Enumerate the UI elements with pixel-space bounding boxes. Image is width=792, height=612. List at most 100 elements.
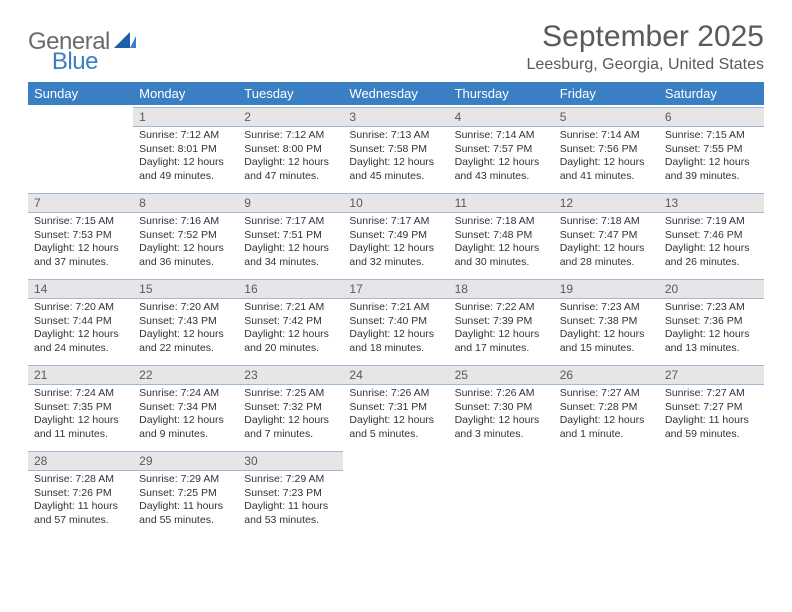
- day-info: Sunrise: 7:29 AMSunset: 7:25 PMDaylight:…: [137, 473, 234, 528]
- day-number: 17: [343, 279, 448, 299]
- calendar-cell: 20Sunrise: 7:23 AMSunset: 7:36 PMDayligh…: [659, 277, 764, 363]
- day-number: 10: [343, 193, 448, 213]
- calendar-cell: [28, 105, 133, 191]
- calendar-cell: 16Sunrise: 7:21 AMSunset: 7:42 PMDayligh…: [238, 277, 343, 363]
- calendar-cell: 27Sunrise: 7:27 AMSunset: 7:27 PMDayligh…: [659, 363, 764, 449]
- weekday-header: Saturday: [659, 82, 764, 105]
- calendar-cell: 8Sunrise: 7:16 AMSunset: 7:52 PMDaylight…: [133, 191, 238, 277]
- day-info: Sunrise: 7:25 AMSunset: 7:32 PMDaylight:…: [242, 387, 339, 442]
- calendar-cell: 1Sunrise: 7:12 AMSunset: 8:01 PMDaylight…: [133, 105, 238, 191]
- day-number: 19: [554, 279, 659, 299]
- calendar-week-row: 28Sunrise: 7:28 AMSunset: 7:26 PMDayligh…: [28, 449, 764, 535]
- calendar-cell: 12Sunrise: 7:18 AMSunset: 7:47 PMDayligh…: [554, 191, 659, 277]
- day-number: 14: [28, 279, 133, 299]
- day-number: 15: [133, 279, 238, 299]
- day-number: 13: [659, 193, 764, 213]
- day-info: Sunrise: 7:26 AMSunset: 7:30 PMDaylight:…: [453, 387, 550, 442]
- calendar-cell: 4Sunrise: 7:14 AMSunset: 7:57 PMDaylight…: [449, 105, 554, 191]
- calendar-cell: 19Sunrise: 7:23 AMSunset: 7:38 PMDayligh…: [554, 277, 659, 363]
- day-info: Sunrise: 7:13 AMSunset: 7:58 PMDaylight:…: [347, 129, 444, 184]
- weekday-header: Tuesday: [238, 82, 343, 105]
- day-info: Sunrise: 7:28 AMSunset: 7:26 PMDaylight:…: [32, 473, 129, 528]
- calendar-cell: 25Sunrise: 7:26 AMSunset: 7:30 PMDayligh…: [449, 363, 554, 449]
- day-number: 25: [449, 365, 554, 385]
- day-number: 26: [554, 365, 659, 385]
- day-number: 27: [659, 365, 764, 385]
- day-info: Sunrise: 7:23 AMSunset: 7:36 PMDaylight:…: [663, 301, 760, 356]
- weekday-header: Monday: [133, 82, 238, 105]
- day-info: Sunrise: 7:21 AMSunset: 7:40 PMDaylight:…: [347, 301, 444, 356]
- calendar-cell: 5Sunrise: 7:14 AMSunset: 7:56 PMDaylight…: [554, 105, 659, 191]
- day-number: 5: [554, 107, 659, 127]
- day-number: 24: [343, 365, 448, 385]
- calendar-cell: [659, 449, 764, 535]
- day-info: Sunrise: 7:27 AMSunset: 7:27 PMDaylight:…: [663, 387, 760, 442]
- calendar-cell: 22Sunrise: 7:24 AMSunset: 7:34 PMDayligh…: [133, 363, 238, 449]
- calendar-cell: [554, 449, 659, 535]
- day-number: 21: [28, 365, 133, 385]
- calendar-cell: 3Sunrise: 7:13 AMSunset: 7:58 PMDaylight…: [343, 105, 448, 191]
- day-info: Sunrise: 7:18 AMSunset: 7:48 PMDaylight:…: [453, 215, 550, 270]
- logo-text-blue: Blue: [52, 48, 98, 75]
- day-number: 20: [659, 279, 764, 299]
- day-info: Sunrise: 7:15 AMSunset: 7:55 PMDaylight:…: [663, 129, 760, 184]
- day-number: 7: [28, 193, 133, 213]
- calendar-cell: 24Sunrise: 7:26 AMSunset: 7:31 PMDayligh…: [343, 363, 448, 449]
- day-number: 28: [28, 451, 133, 471]
- calendar-cell: 21Sunrise: 7:24 AMSunset: 7:35 PMDayligh…: [28, 363, 133, 449]
- calendar-page: General Blue September 2025 Leesburg, Ge…: [0, 0, 792, 555]
- weekday-header: Friday: [554, 82, 659, 105]
- day-info: Sunrise: 7:16 AMSunset: 7:52 PMDaylight:…: [137, 215, 234, 270]
- day-number: 16: [238, 279, 343, 299]
- calendar-cell: 13Sunrise: 7:19 AMSunset: 7:46 PMDayligh…: [659, 191, 764, 277]
- day-number: 4: [449, 107, 554, 127]
- calendar-cell: 15Sunrise: 7:20 AMSunset: 7:43 PMDayligh…: [133, 277, 238, 363]
- calendar-week-row: 14Sunrise: 7:20 AMSunset: 7:44 PMDayligh…: [28, 277, 764, 363]
- header: General Blue September 2025 Leesburg, Ge…: [28, 20, 764, 74]
- day-info: Sunrise: 7:18 AMSunset: 7:47 PMDaylight:…: [558, 215, 655, 270]
- day-number: 8: [133, 193, 238, 213]
- month-title: September 2025: [527, 20, 764, 54]
- day-info: Sunrise: 7:15 AMSunset: 7:53 PMDaylight:…: [32, 215, 129, 270]
- day-info: Sunrise: 7:27 AMSunset: 7:28 PMDaylight:…: [558, 387, 655, 442]
- day-number: 1: [133, 107, 238, 127]
- weekday-header: Thursday: [449, 82, 554, 105]
- calendar-cell: 11Sunrise: 7:18 AMSunset: 7:48 PMDayligh…: [449, 191, 554, 277]
- day-info: Sunrise: 7:17 AMSunset: 7:49 PMDaylight:…: [347, 215, 444, 270]
- day-info: Sunrise: 7:21 AMSunset: 7:42 PMDaylight:…: [242, 301, 339, 356]
- calendar-week-row: 1Sunrise: 7:12 AMSunset: 8:01 PMDaylight…: [28, 105, 764, 191]
- day-number: 6: [659, 107, 764, 127]
- location: Leesburg, Georgia, United States: [527, 56, 764, 74]
- day-info: Sunrise: 7:29 AMSunset: 7:23 PMDaylight:…: [242, 473, 339, 528]
- day-number: 11: [449, 193, 554, 213]
- triangle-icon: [114, 32, 136, 53]
- calendar-cell: 7Sunrise: 7:15 AMSunset: 7:53 PMDaylight…: [28, 191, 133, 277]
- calendar-cell: 23Sunrise: 7:25 AMSunset: 7:32 PMDayligh…: [238, 363, 343, 449]
- logo: General Blue: [28, 20, 184, 56]
- day-info: Sunrise: 7:20 AMSunset: 7:44 PMDaylight:…: [32, 301, 129, 356]
- day-info: Sunrise: 7:12 AMSunset: 8:01 PMDaylight:…: [137, 129, 234, 184]
- calendar-cell: 26Sunrise: 7:27 AMSunset: 7:28 PMDayligh…: [554, 363, 659, 449]
- day-number: 3: [343, 107, 448, 127]
- calendar-week-row: 7Sunrise: 7:15 AMSunset: 7:53 PMDaylight…: [28, 191, 764, 277]
- calendar-cell: [343, 449, 448, 535]
- day-info: Sunrise: 7:14 AMSunset: 7:57 PMDaylight:…: [453, 129, 550, 184]
- day-number: 22: [133, 365, 238, 385]
- title-block: September 2025 Leesburg, Georgia, United…: [527, 20, 764, 74]
- calendar-cell: 6Sunrise: 7:15 AMSunset: 7:55 PMDaylight…: [659, 105, 764, 191]
- day-number: 29: [133, 451, 238, 471]
- day-number: 12: [554, 193, 659, 213]
- weekday-header: Wednesday: [343, 82, 448, 105]
- calendar-cell: 10Sunrise: 7:17 AMSunset: 7:49 PMDayligh…: [343, 191, 448, 277]
- day-info: Sunrise: 7:24 AMSunset: 7:34 PMDaylight:…: [137, 387, 234, 442]
- day-info: Sunrise: 7:20 AMSunset: 7:43 PMDaylight:…: [137, 301, 234, 356]
- day-info: Sunrise: 7:17 AMSunset: 7:51 PMDaylight:…: [242, 215, 339, 270]
- calendar-cell: 14Sunrise: 7:20 AMSunset: 7:44 PMDayligh…: [28, 277, 133, 363]
- calendar-cell: 28Sunrise: 7:28 AMSunset: 7:26 PMDayligh…: [28, 449, 133, 535]
- calendar-table: SundayMondayTuesdayWednesdayThursdayFrid…: [28, 82, 764, 535]
- calendar-cell: 17Sunrise: 7:21 AMSunset: 7:40 PMDayligh…: [343, 277, 448, 363]
- day-number: 2: [238, 107, 343, 127]
- day-info: Sunrise: 7:22 AMSunset: 7:39 PMDaylight:…: [453, 301, 550, 356]
- day-number: 18: [449, 279, 554, 299]
- calendar-cell: 18Sunrise: 7:22 AMSunset: 7:39 PMDayligh…: [449, 277, 554, 363]
